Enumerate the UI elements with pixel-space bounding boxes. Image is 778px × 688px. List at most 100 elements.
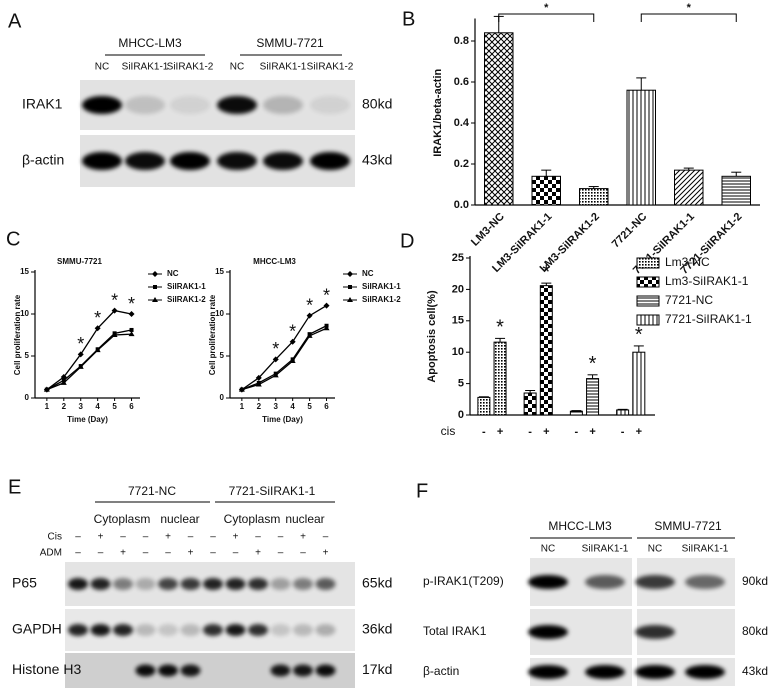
band — [225, 624, 246, 636]
group-label: SMMU-7721 — [256, 36, 324, 50]
treatment-mark: – — [143, 532, 149, 543]
bar — [632, 351, 646, 416]
treatment-mark: + — [300, 532, 306, 543]
marker — [94, 347, 101, 353]
band — [248, 624, 268, 636]
band — [135, 578, 156, 590]
bar — [484, 32, 514, 206]
chart-title: SMMU-7721 — [57, 257, 102, 266]
bar — [539, 285, 553, 416]
band — [315, 578, 336, 590]
marker — [153, 285, 157, 289]
treatment-mark: – — [75, 548, 81, 559]
marker — [306, 332, 313, 338]
y-tick-label: 5 — [220, 351, 225, 360]
bar — [493, 341, 507, 416]
y-axis-label: Cell proliferation rate — [208, 294, 217, 375]
band — [113, 624, 133, 636]
x-tick-label: 1 — [45, 402, 50, 411]
row-label: p-IRAK1(T209) — [423, 574, 504, 588]
annotation: * — [323, 285, 330, 305]
lane-label: SiIRAK1-1 — [122, 62, 169, 73]
subgroup-label: nuclear — [160, 512, 199, 526]
treatment-mark: – — [233, 548, 239, 559]
subgroup-label: Cytoplasm — [224, 512, 281, 526]
group-label: 7721-SiIRAK1-1 — [229, 484, 316, 498]
legend-label: Lm3-SiIRAK1-1 — [665, 274, 749, 288]
size-label: 17kd — [362, 661, 392, 677]
x-tick-label: 1 — [240, 402, 245, 411]
marker — [111, 307, 118, 314]
x-tick-label: 2 — [62, 402, 67, 411]
bar — [523, 392, 537, 416]
size-label: 80kd — [362, 96, 392, 112]
band — [293, 578, 313, 590]
series-line — [46, 309, 132, 391]
band — [635, 665, 675, 679]
band — [270, 624, 291, 636]
legend-label: 7721-NC — [665, 293, 713, 307]
row-label: β-actin — [423, 664, 459, 678]
x-tick-label: - — [482, 426, 486, 438]
legend-swatch — [636, 314, 660, 326]
marker — [94, 325, 101, 332]
legend-label: NC — [167, 269, 179, 278]
bar — [721, 175, 751, 206]
treatment-mark: – — [323, 532, 329, 543]
annotation: * — [289, 321, 296, 341]
y-tick-label: 10 — [215, 309, 224, 318]
lane-label: SiIRAK1-1 — [682, 544, 729, 555]
marker — [347, 271, 353, 277]
legend-swatch — [636, 295, 660, 307]
treatment-mark: – — [210, 532, 216, 543]
band — [113, 578, 133, 590]
band — [158, 578, 178, 590]
significance-bracket — [498, 13, 595, 22]
band — [310, 152, 350, 170]
x-tick-label: 6 — [129, 402, 134, 411]
y-tick-label: 10 — [20, 309, 29, 318]
x-tick-label: - — [621, 426, 625, 438]
band — [158, 664, 178, 677]
band — [635, 625, 675, 639]
bar — [616, 409, 630, 416]
lane-label: NC — [95, 62, 109, 73]
treatment-mark: – — [210, 548, 216, 559]
band — [293, 664, 313, 677]
band — [125, 152, 165, 170]
band — [90, 578, 111, 590]
bar — [569, 410, 583, 416]
x-tick-label: - — [528, 426, 532, 438]
panel-label: D — [400, 230, 414, 252]
legend-label: SiIRAK1-1 — [362, 282, 401, 291]
treatment-mark: – — [98, 548, 104, 559]
bar — [674, 169, 704, 206]
band — [315, 624, 336, 636]
y-tick-label: 0 — [458, 409, 464, 421]
group-label: MHCC-LM3 — [118, 36, 182, 50]
lane-label: SiIRAK1-1 — [260, 62, 307, 73]
x-tick-label: 6 — [324, 402, 329, 411]
band — [585, 575, 625, 589]
marker — [255, 374, 262, 381]
marker — [272, 372, 279, 378]
treatment-mark: – — [188, 532, 194, 543]
lane-label: NC — [230, 62, 244, 73]
y-tick-label: 0.2 — [454, 158, 469, 170]
y-tick-label: 0 — [220, 393, 225, 402]
row-label: β-actin — [22, 152, 64, 168]
marker — [129, 327, 134, 332]
series-line — [46, 333, 132, 391]
lane-label: NC — [541, 544, 555, 555]
subgroup-label: Cytoplasm — [94, 512, 151, 526]
marker — [152, 271, 158, 277]
x-tick-label: 4 — [290, 402, 295, 411]
row-label: IRAK1 — [22, 96, 63, 112]
lane-label: SiIRAK1-2 — [167, 62, 214, 73]
annotation: * — [77, 334, 84, 354]
band — [585, 665, 625, 679]
lane-label: SiIRAK1-2 — [307, 62, 354, 73]
size-label: 43kd — [362, 152, 392, 168]
treatment-mark: – — [255, 532, 261, 543]
legend-label: Lm3-NC — [665, 255, 710, 269]
